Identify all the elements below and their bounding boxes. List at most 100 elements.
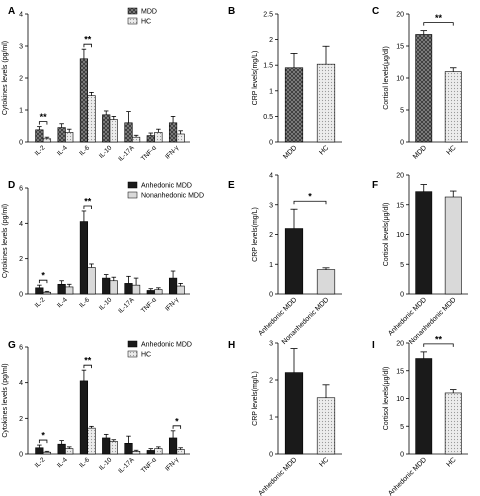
y-tick-label: 3 bbox=[269, 341, 273, 348]
y-axis-label: Cytokines levels (pg/ml) bbox=[2, 363, 9, 437]
bar bbox=[415, 34, 433, 143]
y-axis-label: CRP levels(mg/L) bbox=[252, 51, 259, 106]
chart-panel-i: 0 5 10 15 20 Cortisol levels(μg/dl) I Anhedonic… bbox=[372, 334, 468, 496]
significance-label: ** bbox=[84, 35, 92, 45]
bar bbox=[444, 196, 462, 295]
x-tick-label: TNF-α bbox=[140, 296, 158, 314]
bar bbox=[316, 269, 336, 295]
y-tick-label: 6 bbox=[19, 186, 23, 193]
bar bbox=[124, 122, 133, 143]
x-tick-label: HC bbox=[318, 456, 330, 468]
x-tick-label: IL-6 bbox=[78, 456, 91, 469]
y-tick-label: 15 bbox=[396, 202, 404, 209]
significance-label: ** bbox=[435, 334, 443, 344]
legend-label: Anhedonic MDD bbox=[141, 342, 192, 349]
significance-bracket bbox=[423, 343, 454, 347]
bar bbox=[316, 397, 336, 455]
bar bbox=[284, 372, 304, 455]
significance-bracket bbox=[83, 43, 92, 48]
y-tick-label: 2 bbox=[269, 378, 273, 385]
bar bbox=[102, 437, 111, 455]
x-tick-label: IL-10 bbox=[98, 296, 114, 312]
y-tick-label: 0 bbox=[269, 140, 273, 147]
legend-swatch bbox=[127, 17, 138, 25]
chart-panel-b: 0 0.5 1 1.5 2 2.5 CRP levels(mg/L) B MDD HC bbox=[228, 6, 342, 161]
bar bbox=[42, 138, 52, 143]
y-axis-label: CRP levels(mg/L) bbox=[252, 371, 259, 426]
significance-label: * bbox=[41, 431, 45, 441]
y-tick-label: 20 bbox=[396, 341, 404, 348]
x-tick-label: TNF-α bbox=[140, 144, 158, 162]
y-tick-label: 3 bbox=[269, 202, 273, 209]
bar bbox=[176, 133, 185, 143]
bar bbox=[444, 392, 462, 455]
x-tick-label: IL-17A bbox=[117, 296, 136, 315]
bar bbox=[42, 451, 52, 455]
y-tick-label: 2 bbox=[19, 256, 23, 263]
x-tick-label: IL-4 bbox=[56, 144, 69, 157]
bar bbox=[284, 67, 304, 143]
x-tick-label: MDD bbox=[412, 144, 428, 160]
y-tick-label: 6 bbox=[19, 345, 23, 352]
legend-swatch bbox=[127, 350, 138, 358]
x-tick-label: IL-6 bbox=[78, 144, 91, 157]
y-axis-label: CRP levels(mg/L) bbox=[252, 207, 259, 262]
significance-label: * bbox=[41, 271, 45, 281]
chart-panel-c: 0 5 10 15 20 Cortisol levels(μg/dl) C MDD HC ** bbox=[372, 6, 468, 161]
bar bbox=[444, 71, 462, 143]
y-tick-label: 10 bbox=[396, 232, 404, 239]
chart-panel-g: 0 2 4 6 Cytokines levels (pg/ml) G IL-2 IL-4 IL-… bbox=[2, 340, 192, 475]
x-tick-label: HC bbox=[446, 144, 458, 156]
y-axis-label: Cortisol levels(μg/dl) bbox=[383, 367, 390, 431]
chart-panel-d: 0 2 4 6 Cytokines levels (pg/ml) D IL-2 IL-4 IL-… bbox=[2, 180, 204, 315]
bar bbox=[284, 228, 304, 295]
legend-label: HC bbox=[141, 352, 151, 359]
x-tick-label: IL-2 bbox=[34, 296, 47, 309]
significance-bracket bbox=[172, 425, 182, 429]
y-tick-label: 10 bbox=[396, 396, 404, 403]
bar bbox=[102, 277, 111, 295]
bar bbox=[109, 280, 118, 295]
y-tick-label: 0 bbox=[269, 452, 273, 459]
x-tick-label: MDD bbox=[282, 144, 298, 160]
bar bbox=[168, 122, 178, 143]
bar bbox=[131, 284, 141, 295]
panel-letter: E bbox=[228, 180, 235, 191]
bar bbox=[154, 132, 163, 143]
significance-label: * bbox=[175, 416, 179, 426]
y-tick-label: 1.5 bbox=[263, 63, 273, 70]
legend-swatch bbox=[127, 340, 138, 348]
y-tick-label: 0.5 bbox=[263, 114, 273, 121]
y-tick-label: 5 bbox=[400, 108, 404, 115]
panel-letter: I bbox=[372, 340, 375, 351]
significance-label: ** bbox=[84, 356, 92, 366]
significance-label: ** bbox=[84, 196, 92, 206]
y-tick-label: 20 bbox=[396, 173, 404, 180]
bar bbox=[131, 451, 141, 455]
y-tick-label: 5 bbox=[400, 262, 404, 269]
chart-panel-a: 0 1 2 3 4 Cytokines levels (pg/ml) A IL-2 IL-4 IL… bbox=[2, 6, 190, 163]
bar bbox=[124, 283, 133, 295]
y-tick-label: 15 bbox=[396, 44, 404, 51]
y-tick-label: 4 bbox=[19, 380, 23, 387]
significance-bracket bbox=[423, 22, 454, 26]
legend-swatch bbox=[127, 191, 138, 199]
bar bbox=[102, 114, 111, 143]
bar bbox=[154, 448, 163, 455]
y-tick-label: 0 bbox=[19, 452, 23, 459]
legend-label: HC bbox=[141, 19, 151, 26]
panel-letter: G bbox=[8, 340, 16, 351]
y-axis-label: Cytokines levels (pg/ml) bbox=[2, 41, 9, 115]
x-tick-label: IL-2 bbox=[34, 456, 47, 469]
x-tick-label: IFN-γ bbox=[164, 144, 181, 161]
x-tick-label: IL-4 bbox=[56, 456, 69, 469]
bar bbox=[316, 63, 336, 143]
panel-letter: A bbox=[8, 6, 15, 17]
x-tick-label: HC bbox=[318, 144, 330, 156]
y-tick-label: 10 bbox=[396, 76, 404, 83]
panel-letter: F bbox=[372, 180, 378, 191]
panel-letter: B bbox=[228, 6, 235, 17]
